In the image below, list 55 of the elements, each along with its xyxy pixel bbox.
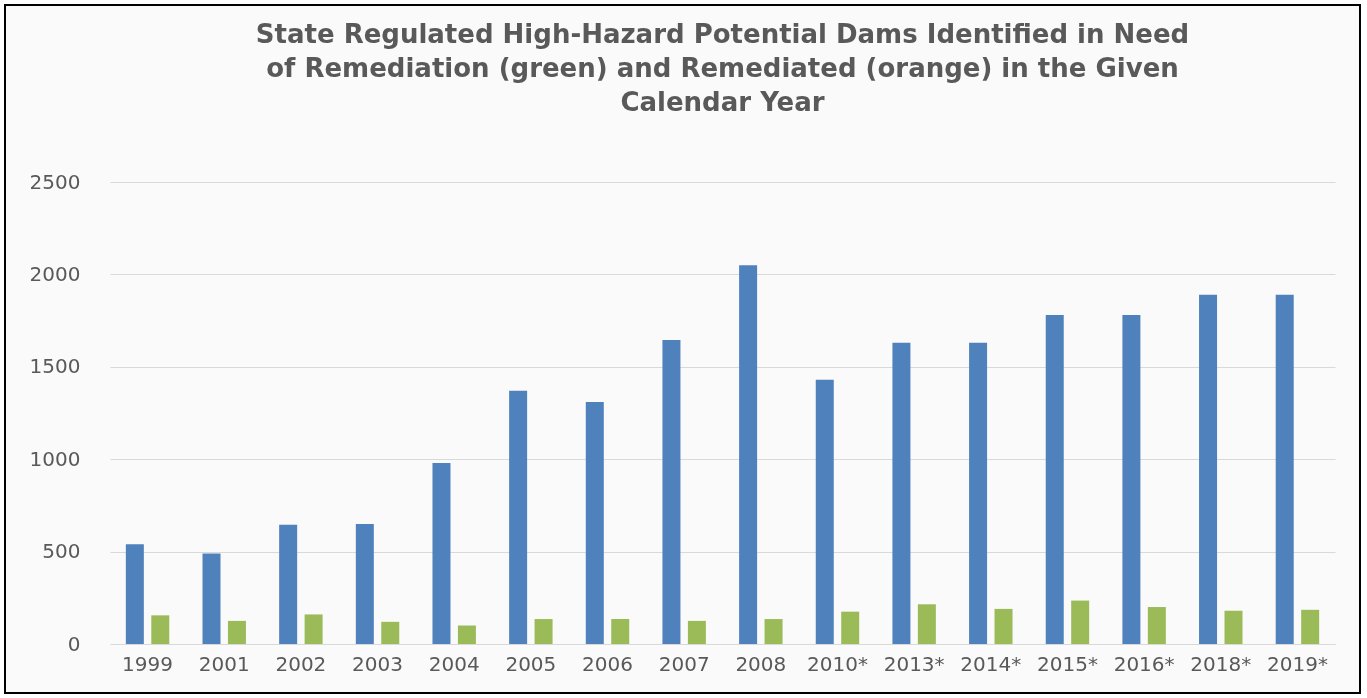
x-tick-label: 2015* bbox=[1037, 651, 1098, 676]
bar bbox=[994, 608, 1013, 644]
bar bbox=[841, 611, 860, 644]
bar bbox=[355, 523, 374, 644]
x-tick-label: 2008 bbox=[735, 651, 787, 676]
y-tick-label: 0 bbox=[67, 631, 81, 656]
x-tick-label: 2010* bbox=[807, 651, 868, 676]
x-tick-label: 2007 bbox=[658, 651, 710, 676]
x-tick-label: 2014* bbox=[960, 651, 1022, 676]
y-tick-label: 2000 bbox=[29, 261, 81, 286]
x-tick-label: 2006 bbox=[582, 651, 633, 676]
bar bbox=[1301, 609, 1320, 644]
bar bbox=[662, 340, 681, 644]
bar bbox=[202, 553, 221, 644]
bar bbox=[687, 620, 706, 644]
bar bbox=[509, 390, 528, 644]
bar bbox=[227, 620, 246, 644]
x-tick-label: 2013* bbox=[883, 651, 945, 676]
bar bbox=[381, 621, 400, 644]
bar bbox=[1045, 315, 1064, 644]
x-tick-label: 2004 bbox=[428, 651, 480, 676]
bar bbox=[125, 544, 144, 644]
x-tick-label: 1999 bbox=[122, 651, 174, 676]
bar bbox=[1071, 600, 1090, 644]
bar bbox=[739, 265, 758, 644]
y-tick-label: 500 bbox=[42, 539, 81, 564]
bar bbox=[1275, 294, 1294, 644]
chart-title: State Regulated High-Hazard Potential Dams Identified in Need of Remediation (green) and Remediated (orange) in the Given Calendar Year bbox=[255, 19, 1190, 117]
x-tick-label: 2001 bbox=[198, 651, 250, 676]
bar bbox=[151, 615, 170, 644]
bar bbox=[304, 614, 323, 644]
y-tick-label: 2500 bbox=[29, 169, 81, 194]
bar bbox=[1147, 607, 1166, 644]
bar bbox=[279, 524, 298, 644]
x-tick-label: 2002 bbox=[275, 651, 327, 676]
bar bbox=[969, 342, 988, 644]
bar bbox=[585, 401, 604, 644]
bar bbox=[1122, 315, 1141, 644]
x-tick-label: 2005 bbox=[505, 651, 557, 676]
bar bbox=[457, 625, 476, 644]
x-tick-label: 2019* bbox=[1266, 651, 1328, 676]
bar bbox=[534, 619, 553, 644]
bar bbox=[1224, 610, 1243, 644]
bar bbox=[892, 342, 911, 644]
bar bbox=[611, 619, 630, 644]
bar bbox=[432, 462, 451, 644]
bar bbox=[1199, 294, 1218, 644]
bar bbox=[764, 619, 783, 644]
bar bbox=[815, 379, 834, 644]
x-tick-label: 2016* bbox=[1113, 651, 1175, 676]
y-tick-label: 1500 bbox=[29, 354, 81, 379]
x-tick-label: 2003 bbox=[352, 651, 403, 676]
y-tick-label: 1000 bbox=[29, 446, 81, 471]
bar bbox=[917, 604, 936, 644]
x-tick-label: 2018* bbox=[1190, 651, 1252, 676]
